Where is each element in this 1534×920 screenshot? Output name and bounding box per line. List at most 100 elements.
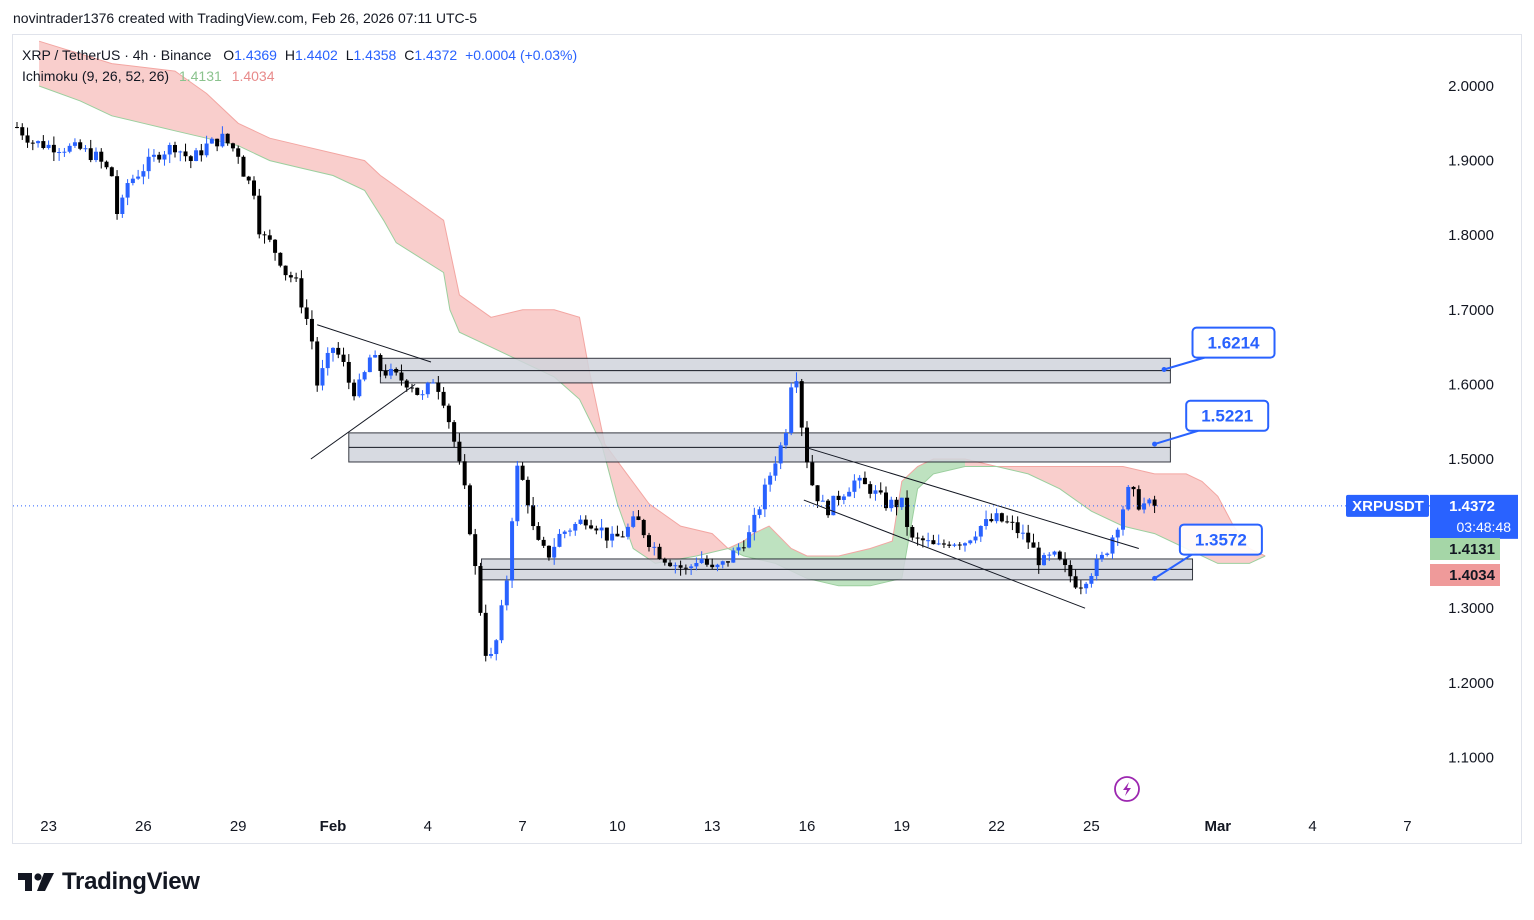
candle-body [773,463,778,476]
candle-body [510,521,515,581]
candle-body [404,380,409,388]
candle-body [67,145,72,152]
legend-indicator-value-1: 1.4131 [178,68,222,84]
candle-body [657,546,662,560]
y-tick-label: 1.1000 [1448,749,1494,766]
y-tick-label: 1.5000 [1448,451,1494,468]
candle-body [610,533,615,541]
candle-body [625,526,630,537]
candle-body [415,387,420,395]
x-tick-label: 29 [230,818,247,835]
candle-body [446,405,451,423]
candle-body [631,516,636,527]
candle-body [46,144,51,148]
price-callout-box[interactable] [1178,523,1263,556]
candle-body [267,235,272,240]
candle-body [383,370,388,376]
x-tick-label: 7 [518,818,526,835]
candle-body [599,527,604,531]
candle-body [494,640,499,655]
last-price-tag[interactable] [1430,494,1518,539]
candle-body [1078,587,1083,589]
wedge-upper-line[interactable] [806,447,1139,549]
x-tick-label: Mar [1204,818,1231,835]
wedge-lower-line[interactable] [803,499,1086,609]
x-tick-label: 10 [609,818,626,835]
candle-body [457,441,462,462]
candle-body [947,544,952,546]
candle-body [710,564,715,568]
candle-body [768,475,773,485]
price-callout-box[interactable] [1191,326,1276,359]
candle-body [1115,529,1120,538]
candle-body [826,500,831,516]
candle-body [394,368,399,373]
candle-body [557,533,562,547]
price-callout-label: 1.6214 [1208,334,1261,353]
legend-open-value: 1.4369 [234,47,277,63]
tradingview-logo-icon [18,873,54,891]
candle-body [278,252,283,266]
symbol-tag[interactable] [1346,494,1429,517]
candle-body [747,532,752,548]
candle-body [1052,551,1057,555]
candle-body [1099,554,1104,560]
candle-body [884,492,888,509]
candle-body [546,545,551,558]
legend-ohlc-row: XRP / TetherUS · 4h · Binance O1.4369 H1… [22,45,577,66]
candle-body [30,142,35,144]
candle-body [562,531,567,534]
candle-body [1094,559,1099,577]
candle-body [388,368,393,376]
ichimoku-span-b [38,85,1266,587]
candle-body [1010,521,1015,523]
candle-body [257,195,262,235]
legend-close-value: 1.4372 [414,47,458,63]
legend-symbol[interactable]: XRP / TetherUS · 4h · Binance [22,47,212,63]
x-tick-label: 4 [1308,818,1316,835]
candle-body [83,148,88,150]
candle-body [968,540,973,544]
legend-indicator-name[interactable]: Ichimoku (9, 26, 52, 26) [22,68,170,84]
candle-body [736,547,741,551]
candle-body [241,156,246,177]
y-tick-label: 1.6000 [1448,376,1494,393]
candle-body [978,526,983,537]
candle-body [857,477,862,481]
legend-high-label: H [284,47,295,63]
ichimoku-cloud-bearish [39,41,729,564]
candle-body [1131,486,1136,490]
candle-body [25,135,30,143]
candle-body [1089,576,1094,584]
tradingview-logo[interactable]: TradingView [16,868,200,896]
candle-body [125,183,130,198]
candle-body [467,485,472,535]
candle-body [741,547,746,549]
candle-body [689,566,694,568]
candle-body [641,519,646,536]
candle-body [720,561,725,565]
candle-body [362,372,367,380]
x-tick-label: 22 [988,818,1005,835]
candle-body [130,178,135,184]
legend-low-label: L [345,47,354,63]
triangle-lower-line[interactable] [310,383,416,460]
candle-body [1147,499,1152,504]
candle-body [820,500,825,502]
triangle-upper-line[interactable] [317,324,432,363]
chart-legend: XRP / TetherUS · 4h · Binance O1.4369 H1… [22,45,577,87]
candle-body [873,490,878,494]
candle-body [336,347,341,355]
candle-body [1063,559,1068,566]
candle-body [331,347,335,353]
candle-body [41,141,46,148]
price-callout-box[interactable] [1185,399,1270,432]
candle-body [246,176,251,181]
price-callout-anchor [1152,441,1158,447]
candle-body [288,275,293,278]
candle-body [283,265,288,276]
candle-body [1005,521,1010,523]
candle-body [805,427,809,463]
x-tick-label: 16 [799,818,816,835]
